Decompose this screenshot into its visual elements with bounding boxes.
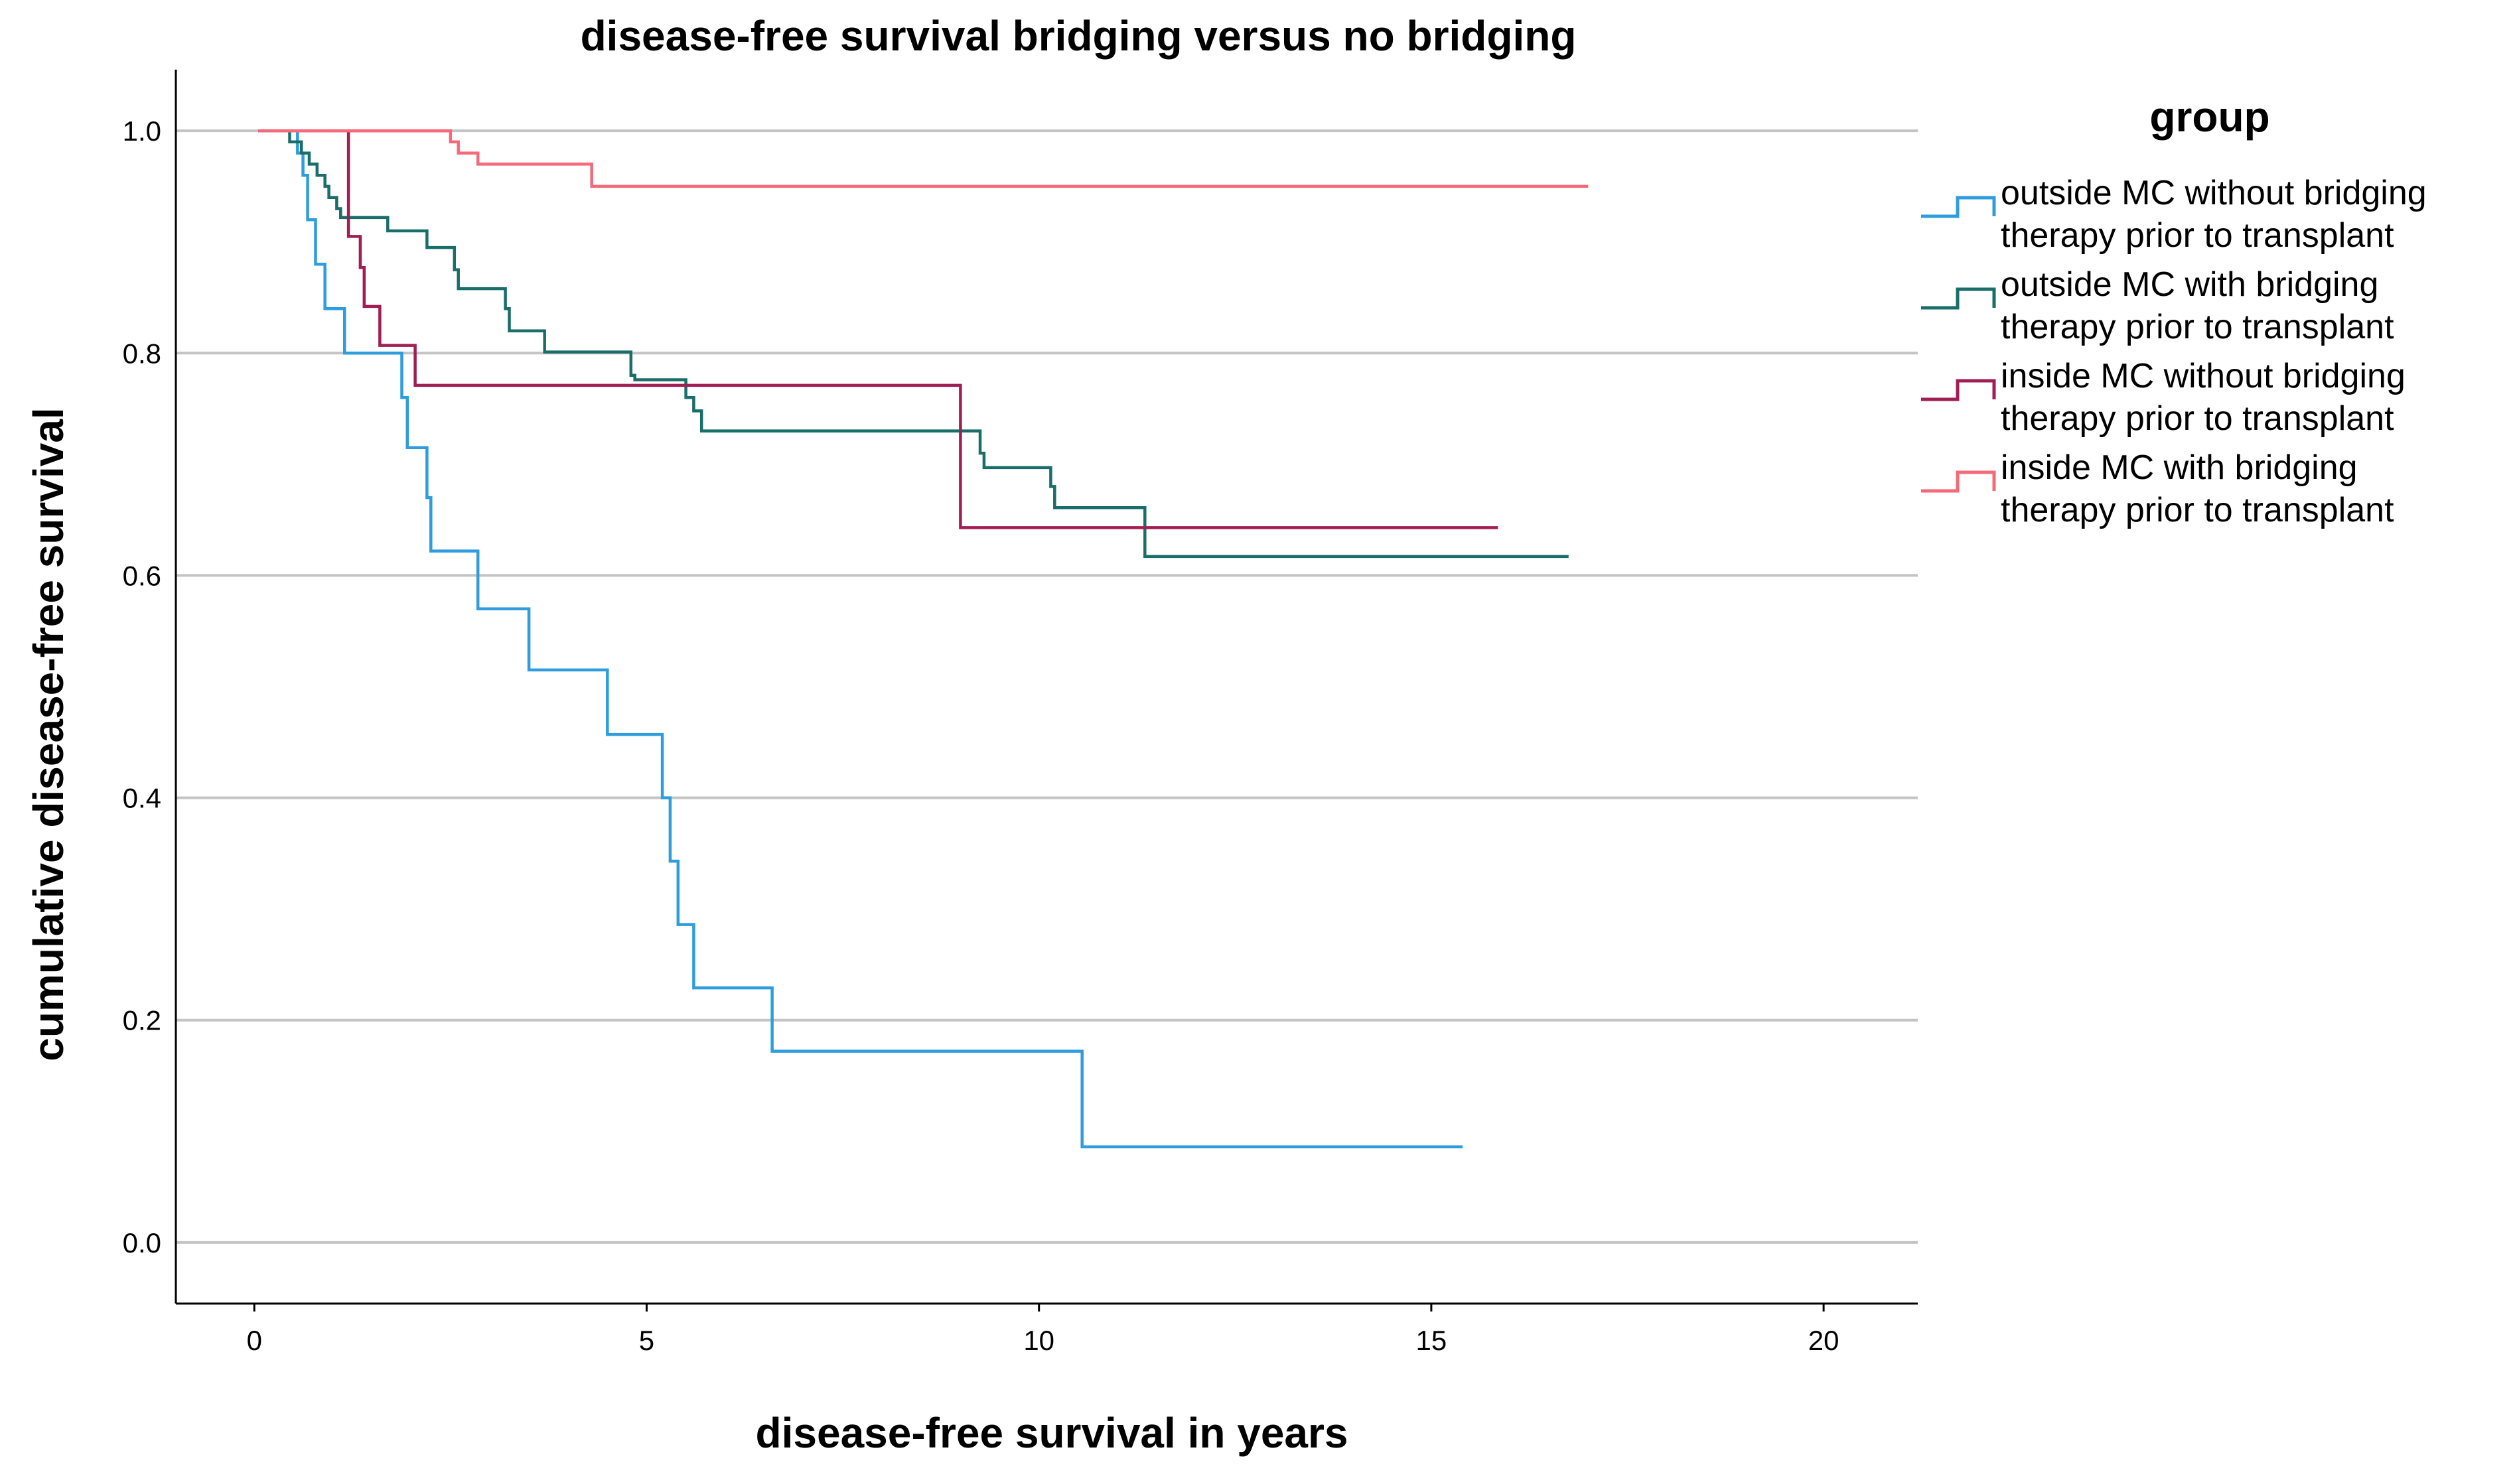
legend-label-line: therapy prior to transplant xyxy=(2001,216,2394,255)
x-tick-label: 10 xyxy=(1023,1325,1054,1356)
series-line-4 xyxy=(258,129,1589,188)
legend-title: group xyxy=(2149,93,2269,141)
y-axis-label: cumulative disease-free survival xyxy=(25,407,72,1061)
gridlines: 0.0 0.2 0.4 0.6 0.8 1.0 xyxy=(123,115,1918,1258)
legend-label-line: outside MC without bridging xyxy=(2001,174,2427,212)
legend-swatch xyxy=(1921,470,1996,493)
x-tick-label: 5 xyxy=(639,1325,654,1356)
series-lines xyxy=(258,129,1589,1148)
legend-label-line: inside MC with bridging xyxy=(2001,448,2358,487)
x-axis-label: disease-free survival in years xyxy=(756,1409,1348,1457)
legend-item: inside MC without bridging therapy prior … xyxy=(1921,357,2406,438)
legend-swatch xyxy=(1921,379,1996,401)
legend-label-line: therapy prior to transplant xyxy=(2001,491,2394,529)
legend-label-line: therapy prior to transplant xyxy=(2001,399,2394,438)
legend-swatch xyxy=(1921,196,1996,218)
series-line-1 xyxy=(258,129,1463,1148)
x-tick-label: 0 xyxy=(247,1325,262,1356)
y-tick-label: 1.0 xyxy=(123,115,161,147)
chart-title: disease-free survival bridging versus no… xyxy=(581,12,1577,60)
legend: group outside MC without bridging therapy… xyxy=(1921,93,2427,529)
series-line-2 xyxy=(258,129,1569,559)
legend-label-line: therapy prior to transplant xyxy=(2001,308,2394,346)
x-tick-label: 20 xyxy=(1808,1325,1839,1356)
y-tick-label: 0.8 xyxy=(123,338,161,369)
legend-swatch xyxy=(1921,287,1996,310)
y-tick-label: 0.0 xyxy=(123,1227,161,1258)
series-line-3 xyxy=(258,129,1498,529)
legend-label-line: outside MC with bridging xyxy=(2001,265,2378,304)
y-tick-label: 0.4 xyxy=(123,783,161,814)
legend-item: inside MC with bridging therapy prior to … xyxy=(1921,448,2394,529)
legend-item: outside MC with bridging therapy prior to… xyxy=(1921,265,2394,346)
legend-label-line: inside MC without bridging xyxy=(2001,357,2406,395)
y-tick-label: 0.6 xyxy=(123,560,161,591)
x-tick-label: 15 xyxy=(1416,1325,1447,1356)
y-tick-label: 0.2 xyxy=(123,1005,161,1036)
axes: 0 5 10 15 20 xyxy=(175,70,1918,1356)
legend-item: outside MC without bridging therapy prior… xyxy=(1921,174,2427,255)
